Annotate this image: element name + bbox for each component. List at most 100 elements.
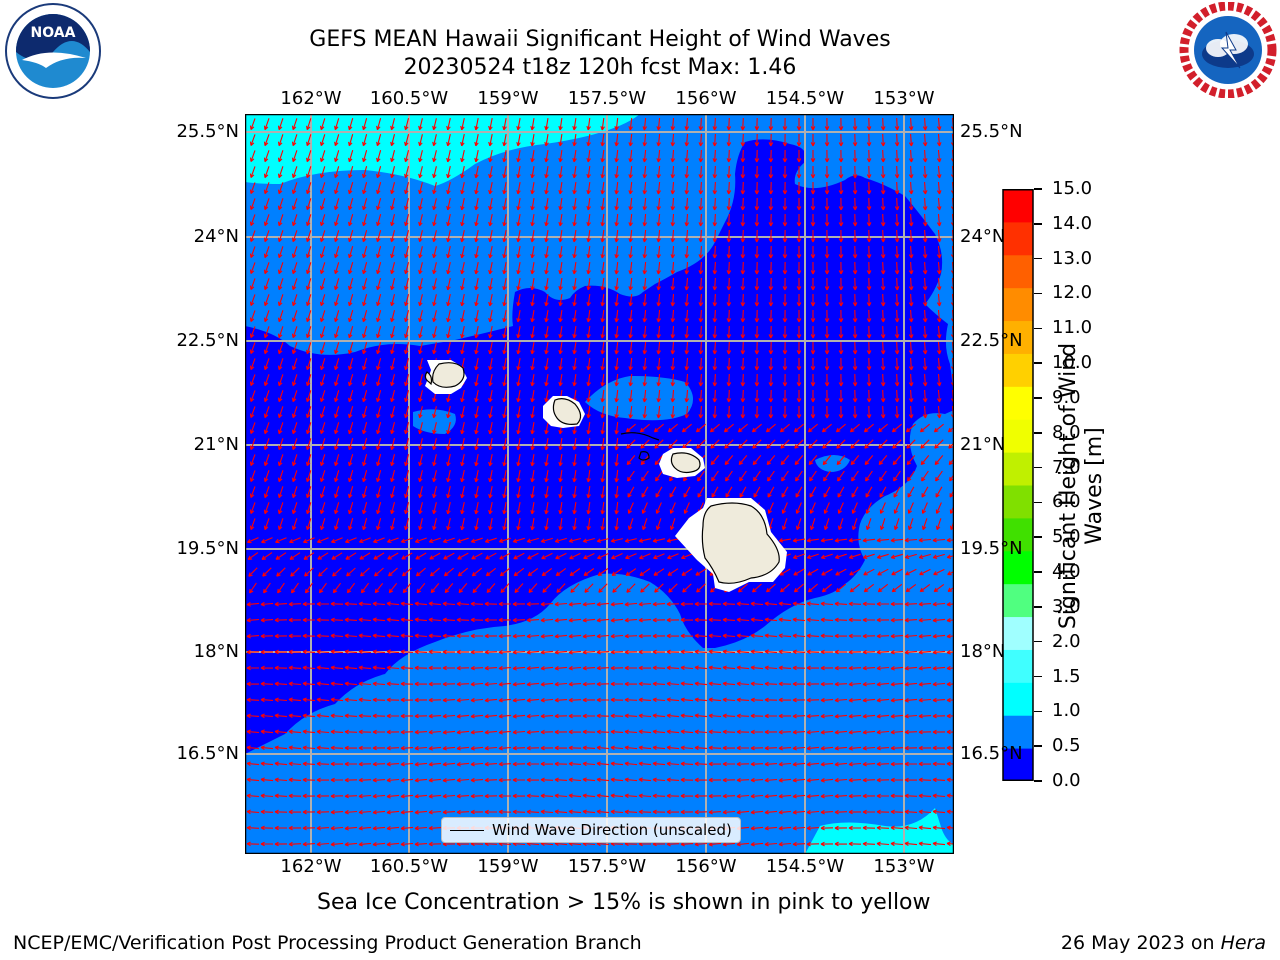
wave-direction-arrow <box>670 245 676 259</box>
wave-direction-arrow <box>291 230 298 243</box>
wave-direction-arrow <box>669 502 676 514</box>
wave-direction-arrow <box>710 439 720 449</box>
wave-direction-arrow <box>502 293 507 307</box>
wave-direction-arrow <box>764 841 778 847</box>
wave-direction-arrow <box>738 455 748 466</box>
wave-direction-arrow <box>796 310 802 323</box>
wave-direction-arrow <box>442 537 455 544</box>
wave-direction-arrow <box>456 665 470 671</box>
niihau-island <box>424 371 433 386</box>
wave-direction-arrow <box>834 841 848 847</box>
wave-direction-arrow <box>386 713 399 719</box>
wave-direction-arrow <box>894 149 900 163</box>
wave-direction-arrow <box>390 438 396 451</box>
wave-direction-arrow <box>904 825 918 831</box>
wave-direction-arrow <box>754 309 760 323</box>
colorbar-tick-mark <box>1034 432 1042 434</box>
wave-direction-arrow <box>820 730 834 735</box>
wave-direction-arrow <box>386 633 400 639</box>
wave-direction-arrow <box>904 809 918 815</box>
wave-direction-arrow <box>274 649 288 655</box>
colorbar-tick-label: 6.0 <box>1052 491 1081 513</box>
lon-label-bottom: 162°W <box>280 856 342 877</box>
wave-direction-arrow <box>474 149 479 163</box>
wave-direction-arrow <box>782 165 788 179</box>
lon-label-bottom: 157.5°W <box>567 856 647 877</box>
wave-direction-arrow <box>386 761 400 767</box>
wave-direction-arrow <box>331 552 343 560</box>
wave-direction-arrow <box>652 633 666 639</box>
wave-direction-arrow <box>936 181 942 195</box>
wave-direction-arrow <box>848 841 862 847</box>
wave-direction-arrow <box>586 374 591 387</box>
wave-direction-arrow <box>848 633 861 639</box>
wave-direction-arrow <box>288 825 302 831</box>
wave-direction-arrow <box>316 793 330 799</box>
wave-direction-arrow <box>390 166 396 179</box>
wave-direction-arrow <box>736 617 750 623</box>
wave-direction-arrow <box>642 213 648 227</box>
wave-direction-arrow <box>596 538 609 543</box>
wave-direction-arrow <box>684 373 690 387</box>
wave-direction-arrow <box>656 181 661 195</box>
wave-direction-arrow <box>668 583 678 593</box>
wave-direction-arrow <box>824 117 830 131</box>
wave-direction-arrow <box>782 213 788 227</box>
wave-direction-arrow <box>778 826 792 831</box>
wave-direction-arrow <box>866 405 872 419</box>
wave-direction-arrow <box>936 245 942 259</box>
wave-direction-arrow <box>808 455 818 466</box>
wave-direction-arrow <box>918 537 932 543</box>
wave-direction-arrow <box>502 181 507 195</box>
wave-direction-arrow <box>922 181 928 195</box>
wave-direction-arrow <box>260 729 274 735</box>
wave-direction-arrow <box>404 358 410 371</box>
wave-direction-arrow <box>583 553 595 560</box>
wave-direction-arrow <box>764 601 778 607</box>
wave-direction-arrow <box>330 825 344 831</box>
wave-direction-arrow <box>260 825 274 831</box>
wave-direction-arrow <box>334 182 340 195</box>
wave-direction-arrow <box>474 277 479 291</box>
wave-direction-arrow <box>372 841 386 847</box>
lat-label-right: 22.5°N <box>960 330 1023 351</box>
wave-direction-arrow <box>726 133 732 147</box>
wave-direction-arrow <box>348 502 354 515</box>
wave-direction-arrow <box>544 262 549 275</box>
wave-height-map <box>245 114 954 854</box>
wave-direction-arrow <box>330 761 344 767</box>
wave-direction-arrow <box>484 793 498 799</box>
wave-direction-arrow <box>334 150 340 163</box>
wave-direction-arrow <box>456 649 469 655</box>
wave-direction-arrow <box>348 422 354 435</box>
wave-direction-arrow <box>348 134 354 147</box>
wave-direction-arrow <box>586 454 591 467</box>
wave-direction-arrow <box>376 358 382 371</box>
wave-direction-arrow <box>249 390 256 403</box>
wave-direction-arrow <box>334 278 340 291</box>
wave-direction-arrow <box>736 761 750 767</box>
wave-direction-arrow <box>640 583 650 593</box>
wave-direction-arrow <box>768 373 774 387</box>
wave-direction-arrow <box>652 681 666 687</box>
wave-direction-arrow <box>456 761 470 767</box>
wave-direction-arrow <box>358 745 371 751</box>
wave-direction-arrow <box>246 729 260 735</box>
wave-direction-arrow <box>306 262 312 275</box>
wave-direction-arrow <box>767 470 775 482</box>
wave-direction-arrow <box>498 537 511 543</box>
wave-direction-arrow <box>765 583 776 593</box>
wave-direction-arrow <box>722 601 736 607</box>
wave-direction-arrow <box>904 713 918 719</box>
wave-direction-arrow <box>806 745 820 751</box>
wave-direction-arrow <box>474 245 479 259</box>
wave-direction-arrow <box>750 713 764 719</box>
wave-direction-arrow <box>667 553 679 560</box>
wave-direction-arrow <box>667 423 678 433</box>
wave-direction-arrow <box>263 342 270 355</box>
wave-direction-arrow <box>933 423 944 433</box>
wave-direction-arrow <box>862 538 876 543</box>
wave-direction-arrow <box>796 118 802 131</box>
wave-direction-arrow <box>512 777 525 783</box>
wave-direction-arrow <box>596 649 610 655</box>
